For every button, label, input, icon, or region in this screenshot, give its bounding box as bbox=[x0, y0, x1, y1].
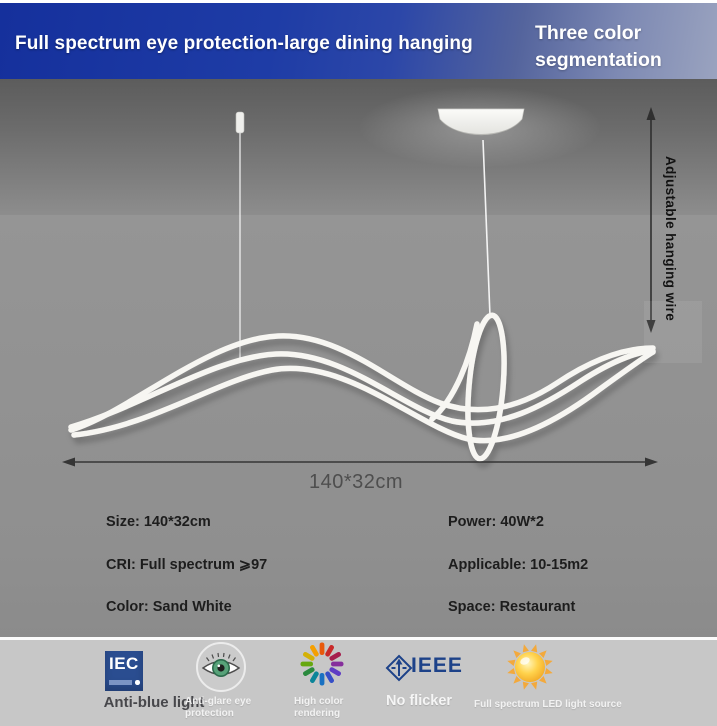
anti-glare-label-line1: Anti-glare eye bbox=[185, 696, 252, 707]
height-dimension-arrow bbox=[646, 107, 656, 333]
iec-logo-text: IEC bbox=[109, 654, 139, 673]
canopy-shadow-edge bbox=[440, 120, 522, 135]
eye-lashes bbox=[206, 652, 236, 662]
width-dimension-arrow bbox=[62, 457, 658, 467]
iec-logo: IEC bbox=[105, 651, 143, 691]
high-cri-label-line2: rendering bbox=[294, 707, 341, 719]
full-spectrum-label: Full spectrum LED light source bbox=[474, 699, 622, 710]
no-flicker-label: No flicker bbox=[386, 693, 453, 709]
banner-title: Full spectrum eye protection-large dinin… bbox=[15, 33, 473, 54]
ceiling-background bbox=[0, 79, 717, 215]
anti-glare-label: Anti-glare eye protection bbox=[185, 696, 251, 719]
badge-line-2: segmentation bbox=[535, 49, 662, 71]
banner-badge: Three color segmentation bbox=[535, 20, 662, 74]
spec-color: Color: Sand White bbox=[106, 599, 232, 615]
ieee-logo-text: IEEE bbox=[411, 654, 463, 677]
adjustable-wire-label: Adjustable hanging wire bbox=[663, 156, 678, 322]
feature-strip: IEC Anti-blue light Anti-glare eye prote… bbox=[0, 640, 717, 726]
spec-cri: CRI: Full spectrum ⩾97 bbox=[106, 557, 268, 573]
lamp-loop bbox=[465, 312, 507, 462]
high-cri-label-line1: High color bbox=[294, 696, 344, 707]
badge-line-1: Three color bbox=[535, 22, 642, 44]
right-hanging-wire bbox=[482, 139, 491, 317]
hang-label-backdrop bbox=[644, 301, 702, 363]
eye-protection-icon bbox=[196, 642, 246, 692]
spec-power: Power: 40W*2 bbox=[448, 514, 544, 530]
high-cri-label: High color rendering bbox=[294, 696, 343, 719]
lamp-body bbox=[68, 312, 656, 462]
spec-applicable: Applicable: 10-15m2 bbox=[448, 557, 589, 573]
iec-logo-bar bbox=[109, 680, 132, 685]
header-banner: Full spectrum eye protection-large dinin… bbox=[0, 3, 717, 79]
spec-size: Size: 140*32cm bbox=[106, 514, 211, 530]
width-dimension-label: 140*32cm bbox=[308, 471, 404, 493]
iec-logo-dot bbox=[135, 680, 140, 685]
lamp-scene bbox=[0, 79, 717, 637]
footer-divider-line bbox=[0, 637, 717, 640]
sun-icon bbox=[507, 644, 553, 690]
lamp-curve-middle bbox=[68, 348, 656, 430]
anti-blue-light-label: Anti-blue light bbox=[103, 694, 205, 711]
lamp-curve-bottom bbox=[71, 349, 656, 444]
wire-mount-cylinder bbox=[235, 111, 245, 134]
spec-space: Space: Restaurant bbox=[448, 599, 576, 615]
lamp-loop-leg bbox=[429, 321, 480, 422]
ieee-logo-diamond bbox=[385, 654, 413, 682]
ceiling-canopy bbox=[437, 108, 525, 135]
anti-glare-label-line2: protection bbox=[185, 707, 234, 719]
color-wheel-icon bbox=[300, 642, 344, 686]
lamp-curve-top bbox=[68, 333, 656, 433]
lamp-illustration bbox=[62, 107, 658, 467]
